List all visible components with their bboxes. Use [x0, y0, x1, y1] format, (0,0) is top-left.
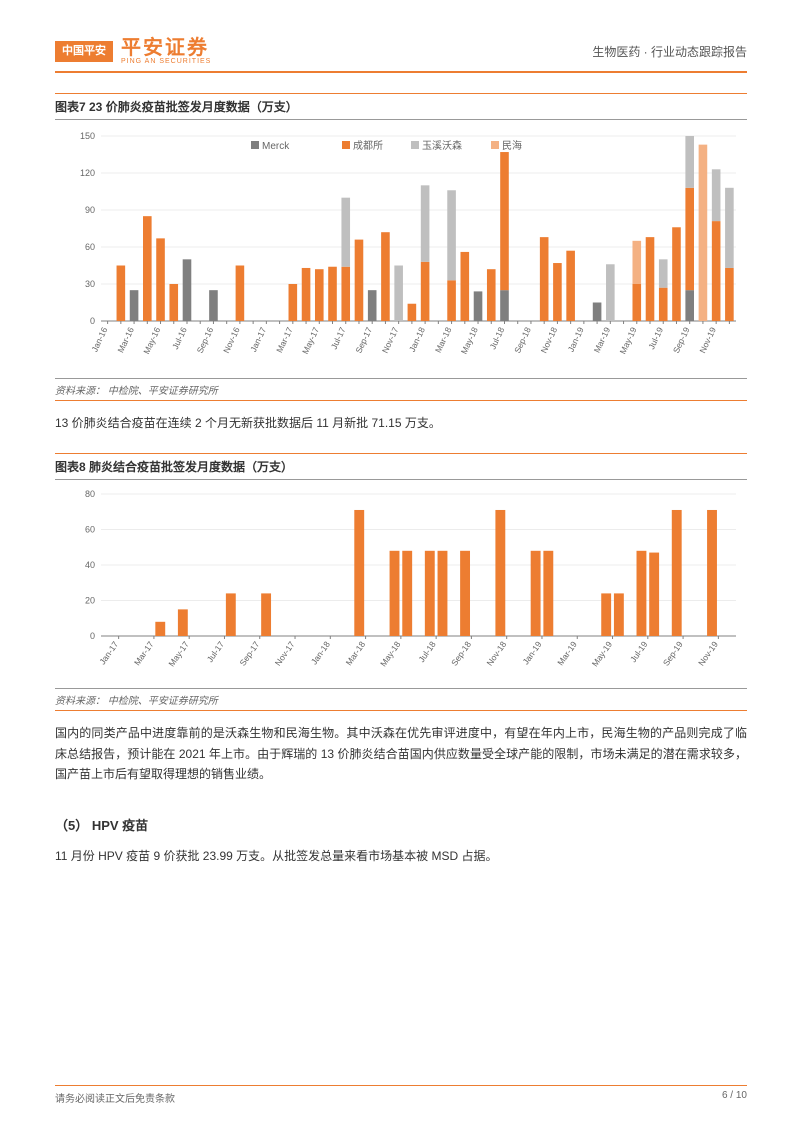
svg-text:Jul-18: Jul-18 — [487, 325, 506, 350]
fig8-svg: 0 20 40 60 80 Jan-17 Mar-17 May-17 Jul-17 Sep-17 N… — [55, 486, 747, 686]
svg-text:Mar-19: Mar-19 — [555, 640, 579, 668]
svg-text:May-17: May-17 — [300, 325, 321, 355]
svg-text:Merck: Merck — [262, 141, 290, 152]
svg-text:Jan-17: Jan-17 — [248, 325, 268, 353]
svg-text:60: 60 — [85, 242, 95, 252]
svg-text:Nov-17: Nov-17 — [380, 325, 401, 354]
fig8-source: 资料来源： 中检院、平安证券研究所 — [55, 688, 747, 711]
svg-text:Sep-16: Sep-16 — [195, 325, 216, 354]
brand-text: 平安证券 PING AN SECURITIES — [121, 38, 211, 65]
footer-left: 请务必阅读正文后免责条款 — [55, 1090, 175, 1105]
svg-text:Mar-18: Mar-18 — [433, 325, 454, 354]
paragraph-2: 国内的同类产品中进度靠前的是沃森生物和民海生物。其中沃森在优先审评进度中，有望在… — [55, 723, 747, 784]
svg-text:Nov-16: Nov-16 — [221, 325, 242, 354]
logo-main: 中国平安 — [55, 41, 113, 62]
header-right: 生物医药 · 行业动态跟踪报告 — [592, 43, 747, 60]
svg-text:20: 20 — [85, 596, 95, 606]
page-footer: 请务必阅读正文后免责条款 6 / 10 — [55, 1085, 747, 1105]
logo-badge: 中国平安 — [55, 41, 113, 62]
section5-text: 11 月份 HPV 疫苗 9 价获批 23.99 万支。从批签发总量来看市场基本… — [55, 846, 747, 866]
svg-text:Jan-18: Jan-18 — [407, 325, 427, 353]
fig7-title: 图表7 23 价肺炎疫苗批签发月度数据（万支） — [55, 93, 747, 120]
svg-text:Jul-17: Jul-17 — [205, 640, 227, 665]
logo-block: 中国平安 平安证券 PING AN SECURITIES — [55, 38, 211, 65]
svg-text:60: 60 — [85, 525, 95, 535]
fig8-chart: 0 20 40 60 80 Jan-17 Mar-17 May-17 Jul-17 Sep-17 N… — [55, 486, 747, 686]
svg-text:Jan-16: Jan-16 — [89, 325, 109, 353]
svg-text:Sep-19: Sep-19 — [671, 325, 692, 354]
svg-text:Nov-17: Nov-17 — [273, 640, 297, 668]
svg-text:0: 0 — [90, 316, 95, 326]
svg-text:80: 80 — [85, 489, 95, 499]
svg-text:Mar-17: Mar-17 — [274, 325, 295, 354]
fig7-svg: 0 30 60 90 120 150 Jan-16 Mar-16May-16 Jul-16 Sep… — [55, 126, 747, 376]
page-header: 中国平安 平安证券 PING AN SECURITIES 生物医药 · 行业动态… — [55, 38, 747, 73]
svg-text:150: 150 — [80, 131, 95, 141]
svg-text:Jan-18: Jan-18 — [309, 640, 332, 667]
fig7-source: 资料来源： 中检院、平安证券研究所 — [55, 378, 747, 401]
svg-text:0: 0 — [90, 631, 95, 641]
svg-text:Sep-17: Sep-17 — [237, 640, 261, 668]
fig8-title: 图表8 肺炎结合疫苗批签发月度数据（万支） — [55, 453, 747, 480]
svg-text:Jan-19: Jan-19 — [566, 325, 586, 353]
svg-text:成都所: 成都所 — [353, 140, 383, 152]
paragraph-1: 13 价肺炎结合疫苗在连续 2 个月无新获批数据后 11 月新批 71.15 万… — [55, 413, 747, 433]
svg-text:Sep-18: Sep-18 — [449, 640, 473, 668]
footer-right: 6 / 10 — [722, 1090, 747, 1105]
svg-text:民海: 民海 — [502, 139, 522, 152]
svg-text:Sep-18: Sep-18 — [512, 325, 533, 354]
svg-text:Nov-19: Nov-19 — [696, 640, 720, 668]
svg-text:Jan-19: Jan-19 — [521, 640, 544, 667]
svg-text:May-19: May-19 — [590, 640, 615, 669]
svg-text:Nov-19: Nov-19 — [697, 325, 718, 354]
svg-text:Jul-17: Jul-17 — [329, 325, 348, 350]
svg-text:玉溪沃森: 玉溪沃森 — [422, 139, 462, 152]
svg-text:40: 40 — [85, 560, 95, 570]
svg-text:May-19: May-19 — [618, 325, 639, 355]
svg-text:Nov-18: Nov-18 — [484, 640, 508, 668]
svg-text:30: 30 — [85, 279, 95, 289]
brand-en: PING AN SECURITIES — [121, 58, 211, 65]
svg-text:Sep-19: Sep-19 — [661, 640, 685, 668]
section5-heading: （5） HPV 疫苗 — [55, 815, 747, 834]
svg-text:Jul-19: Jul-19 — [646, 325, 665, 350]
svg-text:Mar-19: Mar-19 — [592, 325, 613, 354]
svg-text:Mar-17: Mar-17 — [132, 640, 156, 668]
svg-text:Sep-17: Sep-17 — [353, 325, 374, 354]
svg-text:90: 90 — [85, 205, 95, 215]
fig7-chart: 0 30 60 90 120 150 Jan-16 Mar-16May-16 Jul-16 Sep… — [55, 126, 747, 376]
svg-text:Mar-18: Mar-18 — [344, 640, 368, 668]
svg-text:Mar-16: Mar-16 — [115, 325, 136, 354]
svg-text:May-16: May-16 — [141, 325, 162, 355]
svg-text:Jul-19: Jul-19 — [628, 640, 650, 665]
svg-text:Nov-18: Nov-18 — [539, 325, 560, 354]
svg-text:May-18: May-18 — [378, 640, 403, 669]
brand-cn: 平安证券 — [121, 38, 211, 58]
svg-text:May-17: May-17 — [166, 640, 191, 669]
svg-text:Jul-16: Jul-16 — [170, 325, 189, 350]
svg-text:Jan-17: Jan-17 — [97, 640, 120, 667]
svg-text:May-18: May-18 — [459, 325, 480, 355]
svg-text:Jul-18: Jul-18 — [416, 640, 438, 665]
svg-text:120: 120 — [80, 168, 95, 178]
